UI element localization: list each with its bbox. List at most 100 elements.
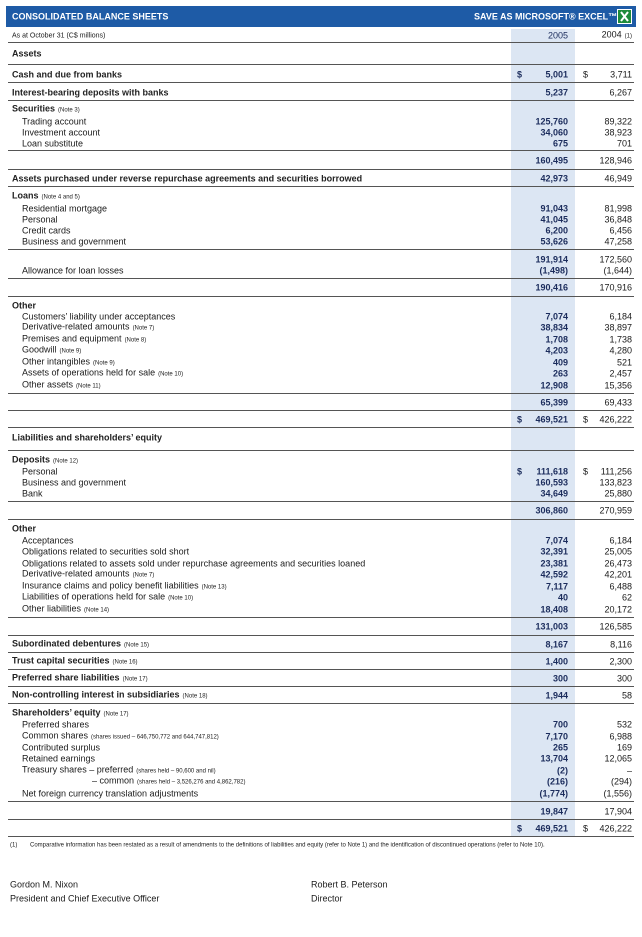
value-2004: 89,322	[604, 116, 632, 127]
value-2004: 62	[621, 592, 632, 603]
value-2004: 20,172	[604, 604, 632, 615]
value-2005: 160,495	[535, 155, 568, 166]
row-rule	[8, 669, 634, 670]
row-label-text: Obligations related to assets sold under…	[22, 558, 366, 569]
row-rule	[8, 519, 634, 520]
row-label-text: Investment account	[22, 127, 101, 138]
row-label: Common shares (shares issued – 646,750,77…	[22, 731, 219, 744]
row-label: Preferred shares	[22, 720, 89, 731]
row-label-text: Derivative-related amounts	[22, 568, 130, 579]
value-2004: 426,222	[599, 823, 632, 834]
value-2005: 300	[552, 673, 568, 684]
row-label: Securities (Note 3)	[12, 104, 80, 117]
value-2004: 133,823	[599, 477, 632, 488]
row-label: Other	[12, 524, 36, 535]
value-2005: 5,001	[545, 69, 568, 80]
row-label-text: Liabilities of operations held for sale	[22, 591, 166, 602]
value-2004: 300	[616, 673, 632, 684]
currency-symbol: $	[583, 69, 589, 80]
row-label: Credit cards	[22, 226, 71, 237]
row-note: (Note 15)	[124, 642, 150, 649]
row-label-text: Derivative-related amounts	[22, 321, 130, 332]
row-note: (Note 9)	[93, 360, 115, 367]
row-rule	[8, 450, 634, 451]
row-note: (Note 4 and 5)	[41, 194, 80, 201]
row-note: (shares issued – 646,750,772 and 644,747…	[91, 734, 219, 741]
signatory-name: Robert B. Peterson	[311, 879, 388, 890]
header-bar	[6, 6, 636, 27]
row-label-text: Non-controlling interest in subsidiaries	[12, 689, 180, 700]
row-label-text: Goodwill	[22, 344, 57, 355]
row-label-text: Trust capital securities	[12, 655, 110, 666]
row-label: Premises and equipment (Note 8)	[22, 334, 146, 347]
row-label: Cash and due from banks	[12, 70, 122, 81]
value-2004: 38,923	[604, 127, 632, 138]
row-label-text: Allowance for loan losses	[22, 265, 124, 276]
row-label-text: Premises and equipment	[22, 333, 122, 344]
value-2005: 42,973	[540, 173, 568, 184]
excel-icon-glyph	[620, 11, 629, 22]
current-year-band	[511, 29, 575, 837]
row-rule	[8, 169, 634, 170]
signatory-title: Director	[311, 893, 343, 904]
value-2005: 7,170	[545, 731, 568, 742]
row-label: Derivative-related amounts (Note 7)	[22, 569, 154, 582]
value-2004: 126,585	[599, 621, 632, 632]
value-2005: 469,521	[535, 414, 568, 425]
value-2004: 12,065	[604, 753, 632, 764]
row-rule	[8, 82, 634, 83]
row-rule	[8, 635, 634, 636]
value-2005: 13,704	[540, 753, 568, 764]
save-as-excel[interactable]: SAVE AS MICROSOFT® EXCEL™	[474, 11, 618, 22]
row-label: Bank	[22, 489, 43, 500]
row-label: Customers’ liability under acceptances	[22, 312, 175, 323]
row-note: (Note 11)	[76, 383, 101, 390]
row-rule	[8, 427, 634, 428]
row-label: Assets	[12, 49, 42, 60]
row-rule	[8, 686, 634, 687]
row-label-text: Insurance claims and policy benefit liab…	[22, 580, 199, 591]
row-rule	[8, 100, 634, 101]
row-label: Obligations related to securities sold s…	[22, 547, 189, 558]
column-header-note: (1)	[624, 33, 632, 40]
value-2004: 270,959	[599, 505, 632, 516]
signatory-name: Gordon M. Nixon	[10, 879, 79, 890]
row-label-text: Trading account	[22, 116, 87, 127]
value-2004: 69,433	[604, 397, 632, 408]
row-note: (Note 7)	[132, 572, 155, 579]
row-note: (Note 16)	[112, 659, 138, 666]
row-label-text: Contributed surplus	[22, 742, 101, 753]
value-2005: 4,203	[545, 345, 568, 356]
row-rule	[8, 278, 634, 279]
row-note: (shares held – 3,526,276 and 4,862,782)	[137, 779, 246, 786]
value-2005: 306,860	[535, 505, 568, 516]
value-2004: 426,222	[599, 414, 632, 425]
value-2005: 160,593	[535, 477, 568, 488]
row-label: Insurance claims and policy benefit liab…	[22, 581, 227, 594]
row-label: Deposits (Note 12)	[12, 455, 78, 468]
value-2005: 23,381	[540, 558, 568, 569]
currency-symbol: $	[583, 823, 589, 834]
row-label-text: Other intangibles	[22, 356, 91, 367]
row-note: (shares held – 90,600 and nil)	[136, 768, 216, 775]
value-2004: 25,005	[604, 546, 632, 557]
row-label: Liabilities of operations held for sale(…	[22, 592, 193, 605]
value-2005: 7,117	[545, 581, 568, 592]
row-rule	[8, 150, 634, 151]
value-2004: 532	[616, 719, 632, 730]
row-note: (Note 9)	[59, 348, 82, 355]
value-2004: (1,556)	[603, 788, 632, 799]
row-label: Obligations related to assets sold under…	[22, 559, 365, 570]
row-rule	[8, 42, 634, 43]
row-label: Allowance for loan losses	[22, 266, 124, 277]
value-2005: 41,045	[540, 214, 568, 225]
value-2005: 190,416	[535, 282, 568, 293]
excel-icon[interactable]	[617, 9, 632, 24]
value-2004: 47,258	[604, 236, 632, 247]
value-2004: 6,988	[609, 731, 632, 742]
row-rule	[8, 819, 634, 820]
value-2005: 1,708	[545, 334, 568, 345]
value-2004: 58	[621, 690, 632, 701]
value-2004: 25,880	[604, 488, 632, 499]
value-2005: 469,521	[535, 823, 568, 834]
